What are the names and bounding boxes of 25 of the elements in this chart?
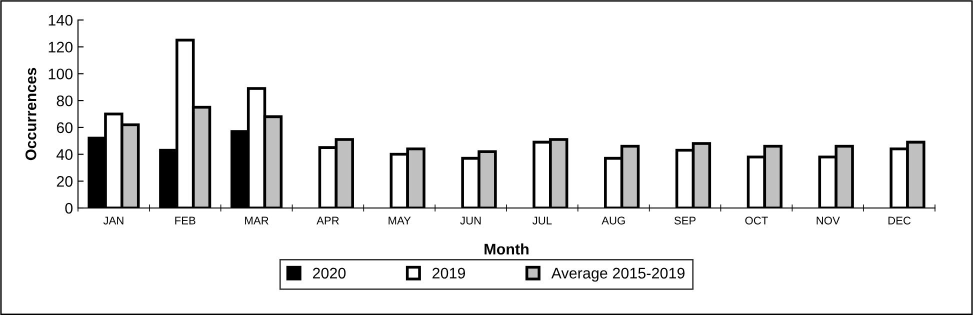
y-tick-label: 0 [65,202,73,214]
x-tick-label: NOV [816,216,840,224]
y-axis-title: Occurrences [25,68,36,160]
x-tick-label: OCT [745,216,768,224]
y-tick-label: 100 [48,68,73,80]
x-axis-title: Month [484,243,528,255]
legend-label: Average 2015-2019 [551,268,685,282]
x-tick-label: JAN [103,216,124,224]
x-tick-label: DEC [888,216,911,224]
y-tick-label: 40 [56,149,73,160]
legend-label: 2019 [432,268,466,279]
x-tick-label: JUN [460,216,481,224]
x-tick-label: FEB [175,216,196,224]
y-tick-label: 120 [48,42,73,53]
x-tick-label: SEP [674,216,696,224]
y-tick-label: 80 [56,95,73,106]
legend-label: 2020 [312,268,346,279]
x-tick-label: JUL [532,216,552,224]
y-tick-label: 140 [48,14,73,26]
x-tick-label: MAY [388,216,411,224]
y-tick-label: 20 [56,176,73,187]
x-tick-label: APR [316,216,339,224]
x-tick-label: MAR [245,216,268,224]
y-tick-label: 60 [56,122,73,134]
x-tick-label: AUG [602,216,625,224]
